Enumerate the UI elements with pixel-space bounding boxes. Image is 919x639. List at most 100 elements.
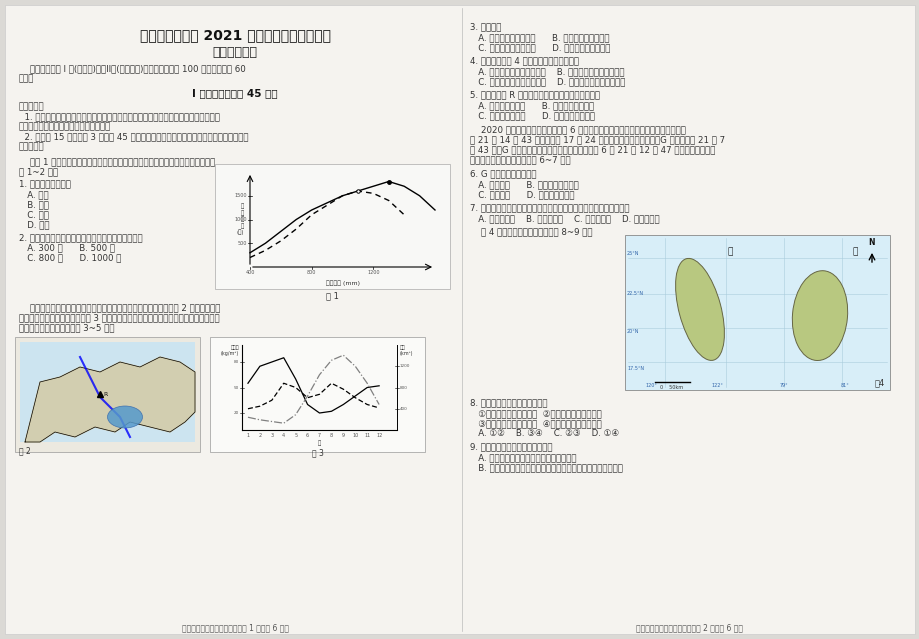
Text: 1000: 1000 <box>234 217 246 222</box>
Text: 体积
(km³): 体积 (km³) <box>400 345 413 356</box>
Ellipse shape <box>791 271 846 360</box>
Text: 5. 若在湄公河 R 处修建大型水利工程将导致洞里萨湖: 5. 若在湄公河 R 处修建大型水利工程将导致洞里萨湖 <box>470 90 599 99</box>
Text: A. 雨季湖水含沙量增大      B. 热季洪泛区面积最大: A. 雨季湖水含沙量增大 B. 热季洪泛区面积最大 <box>470 33 609 42</box>
Text: 1500: 1500 <box>234 193 246 198</box>
Text: A. 300 米      B. 500 米: A. 300 米 B. 500 米 <box>19 243 115 252</box>
Text: 2. 本卷共 15 题，每题 3 分，共 45 分。在每题列出的四个选项中，只有一项是最符合题: 2. 本卷共 15 题，每题 3 分，共 45 分。在每题列出的四个选项中，只有… <box>19 132 248 141</box>
Text: 25°N: 25°N <box>627 251 639 256</box>
Text: 9: 9 <box>342 433 345 438</box>
Text: 0    50km: 0 50km <box>660 385 683 390</box>
Text: R: R <box>103 392 108 397</box>
Text: 10: 10 <box>352 433 358 438</box>
Text: 3: 3 <box>270 433 273 438</box>
Text: A. 向东、升高    B. 向东、降低    C. 向西、升高    D. 向西、降低: A. 向东、升高 B. 向东、降低 C. 向西、升高 D. 向西、降低 <box>470 214 659 223</box>
Text: 分钟。: 分钟。 <box>19 74 34 83</box>
FancyBboxPatch shape <box>215 164 449 289</box>
Text: 洞里萨湖位于湄公河下游平原，其水文特征深受湄公河的影响。图 2 示意湄公河流: 洞里萨湖位于湄公河下游平原，其水文特征深受湄公河的影响。图 2 示意湄公河流 <box>19 303 221 312</box>
Text: 域部分地区及洞里萨湖位置。图 3 示意洞里萨湖主湖区与洪泛区含沙量和湖水多年平均: 域部分地区及洞里萨湖位置。图 3 示意洞里萨湖主湖区与洪泛区含沙量和湖水多年平均 <box>19 313 220 322</box>
Text: 20: 20 <box>233 411 239 415</box>
Text: 1200: 1200 <box>367 270 380 275</box>
Text: 乙: 乙 <box>851 247 857 256</box>
Text: 目要求的。: 目要求的。 <box>19 142 45 151</box>
Text: 注意事项：: 注意事项： <box>19 102 45 111</box>
Text: C. 热带雨林      D. 温带落叶阔叶林: C. 热带雨林 D. 温带落叶阔叶林 <box>470 190 573 199</box>
Text: A. 湖面风较大、湖泊水位低    B. 湖水流速快、流域降水少: A. 湖面风较大、湖泊水位低 B. 湖水流速快、流域降水少 <box>470 67 624 76</box>
Text: 7. 厦门观测者观测过程中应如何调整天文望远镜镜筒的朝向和高度？: 7. 厦门观测者观测过程中应如何调整天文望远镜镜筒的朝向和高度？ <box>470 203 629 212</box>
Text: 22.5°N: 22.5°N <box>627 291 643 296</box>
Text: ①两岛山脉走向大致相同  ②两岛地形都是东陡西缓: ①两岛山脉走向大致相同 ②两岛地形都是东陡西缓 <box>470 409 601 418</box>
Text: 用橡皮擦干净后，再选涂其他答案标号。: 用橡皮擦干净后，再选涂其他答案标号。 <box>19 122 111 131</box>
Ellipse shape <box>108 406 142 428</box>
Text: A. 热带荒漠      B. 亚热带常绿阔叶林: A. 热带荒漠 B. 亚热带常绿阔叶林 <box>470 180 578 189</box>
Text: 122°: 122° <box>711 383 723 388</box>
Text: A. ①②    B. ③④    C. ②③    D. ①④: A. ①② B. ③④ C. ②③ D. ①④ <box>470 429 618 438</box>
FancyBboxPatch shape <box>5 5 914 634</box>
Text: 海
拔
高
度
(米): 海 拔 高 度 (米) <box>236 204 244 235</box>
Text: 读图 1 我国某山地西坡（实线）和东坡（虚线）年降水量随高度变化示意图，回: 读图 1 我国某山地西坡（实线）和东坡（虚线）年降水量随高度变化示意图，回 <box>19 157 215 166</box>
Text: 2020 年最有看点的天象是发生在 6 月份的日环食。我国厦门市日环食开始于北京时: 2020 年最有看点的天象是发生在 6 月份的日环食。我国厦门市日环食开始于北京… <box>470 125 686 134</box>
Text: 间 21 日 14 时 43 分，结束于 17 时 24 分，当厦门日环食开始时，G 国的区时为 21 日 7: 间 21 日 14 时 43 分，结束于 17 时 24 分，当厦门日环食开始时… <box>470 135 724 144</box>
Text: 50: 50 <box>233 385 239 390</box>
Text: A. 湖南: A. 湖南 <box>19 190 49 199</box>
Text: 1: 1 <box>246 433 249 438</box>
Text: 8: 8 <box>330 433 333 438</box>
Text: A. 生物多样性增加      B. 泥沙淤积总量减少: A. 生物多样性增加 B. 泥沙淤积总量减少 <box>470 101 594 110</box>
Text: 本试卷分为第 I 卷(选择题)和第II卷(非选择题)两部分，满分为 100 分，考试用时 60: 本试卷分为第 I 卷(选择题)和第II卷(非选择题)两部分，满分为 100 分，… <box>19 64 245 73</box>
Text: 5: 5 <box>294 433 297 438</box>
Text: 12: 12 <box>376 433 381 438</box>
Text: 81°: 81° <box>840 383 848 388</box>
Text: 天津市耀华中学 2021 届高三年级第一次月考: 天津市耀华中学 2021 届高三年级第一次月考 <box>140 28 330 42</box>
Text: B. 乙岛东部受信风和暖流影响，降水丰富，形成热带雨林气候: B. 乙岛东部受信风和暖流影响，降水丰富，形成热带雨林气候 <box>470 463 622 472</box>
Text: 80: 80 <box>233 360 239 364</box>
Text: 8. 关于两岛屿的说法，正确的是: 8. 关于两岛屿的说法，正确的是 <box>470 398 547 407</box>
Text: 79°: 79° <box>778 383 788 388</box>
Text: I 卷（选择题，共 45 分）: I 卷（选择题，共 45 分） <box>192 88 278 98</box>
Text: 2: 2 <box>258 433 261 438</box>
Text: 图 2: 图 2 <box>19 446 30 455</box>
Text: C. 青海: C. 青海 <box>19 210 49 219</box>
Text: 800: 800 <box>307 270 316 275</box>
Text: 体积的季节变化。据此完成 3~5 题。: 体积的季节变化。据此完成 3~5 题。 <box>19 323 114 332</box>
Text: 图 1: 图 1 <box>325 291 338 300</box>
Text: 7: 7 <box>318 433 321 438</box>
Text: 500: 500 <box>237 241 246 246</box>
Text: D. 河北: D. 河北 <box>19 220 50 229</box>
FancyBboxPatch shape <box>624 235 889 390</box>
Text: 高三第一次月考地理学科试卷第 2 页（共 6 页）: 高三第一次月考地理学科试卷第 2 页（共 6 页） <box>636 623 743 632</box>
Text: 1. 该山地最可能位于: 1. 该山地最可能位于 <box>19 179 71 188</box>
Text: 高三第一次月考地理学科试卷第 1 页（共 6 页）: 高三第一次月考地理学科试卷第 1 页（共 6 页） <box>181 623 289 632</box>
Text: 6: 6 <box>306 433 309 438</box>
Text: 月: 月 <box>318 440 321 445</box>
Text: C. 800 米      D. 1000 米: C. 800 米 D. 1000 米 <box>19 253 121 262</box>
FancyBboxPatch shape <box>20 342 195 442</box>
Text: 11: 11 <box>364 433 370 438</box>
Text: 含沙量
(kg/m³): 含沙量 (kg/m³) <box>221 345 239 356</box>
Text: 6. G 国北部的植被类型为: 6. G 国北部的植被类型为 <box>470 169 536 178</box>
Text: 图4: 图4 <box>874 378 884 387</box>
Text: 9. 关于两岛气候的叙述，错误的是: 9. 关于两岛气候的叙述，错误的是 <box>470 442 552 451</box>
Text: N: N <box>868 238 874 247</box>
Text: 3. 洞里萨湖: 3. 洞里萨湖 <box>470 22 501 31</box>
Text: C. 湖水流速慢、湖泊水位低    D. 湖面风较大、流域降水多: C. 湖水流速慢、湖泊水位低 D. 湖面风较大、流域降水多 <box>470 77 625 86</box>
Text: 4. 影响洞里萨湖 4 月含沙量大的主要原因是: 4. 影响洞里萨湖 4 月含沙量大的主要原因是 <box>470 56 578 65</box>
Text: C. 旱季主湖区输沙量大      D. 湖面面积季节变化大: C. 旱季主湖区输沙量大 D. 湖面面积季节变化大 <box>470 43 609 52</box>
Text: 1200: 1200 <box>400 364 410 368</box>
Text: 120°: 120° <box>645 383 657 388</box>
Text: 800: 800 <box>400 385 407 390</box>
Text: 400: 400 <box>245 270 255 275</box>
Text: B. 上海: B. 上海 <box>19 200 49 209</box>
Text: 图 3: 图 3 <box>312 448 323 457</box>
Text: 年降水量 (mm): 年降水量 (mm) <box>325 280 359 286</box>
FancyBboxPatch shape <box>15 337 199 452</box>
Text: 图 4 是世界两岛屿图，读图完成 8~9 题。: 图 4 是世界两岛屿图，读图完成 8~9 题。 <box>470 227 592 236</box>
Text: 400: 400 <box>400 407 407 411</box>
Text: 时 43 分。G 国北邻地区此次日环食开始于北京时间 6 月 21 日 12 时 47 分，当地观测者可: 时 43 分。G 国北邻地区此次日环食开始于北京时间 6 月 21 日 12 时… <box>470 145 715 154</box>
Text: ③甲岛的比例尺小于乙岛  ④两岛都处于板块边界处: ③甲岛的比例尺小于乙岛 ④两岛都处于板块边界处 <box>470 419 601 428</box>
Polygon shape <box>25 357 195 442</box>
Text: 地理学科试卷: 地理学科试卷 <box>212 46 257 59</box>
Text: 2. 该山东、西坡降水量相差最大处的海拔高度大约是: 2. 该山东、西坡降水量相差最大处的海拔高度大约是 <box>19 233 142 242</box>
Text: 1. 每小题选出答案后，用铅笔把地理答题卡上对应题目的答案标号涂黑。如需改动，: 1. 每小题选出答案后，用铅笔把地理答题卡上对应题目的答案标号涂黑。如需改动， <box>19 112 220 121</box>
Ellipse shape <box>675 258 723 360</box>
Text: A. 甲岛东部受地形和暖流影响，降水丰富: A. 甲岛东部受地形和暖流影响，降水丰富 <box>470 453 576 462</box>
Text: 答 1~2 题。: 答 1~2 题。 <box>19 167 58 176</box>
